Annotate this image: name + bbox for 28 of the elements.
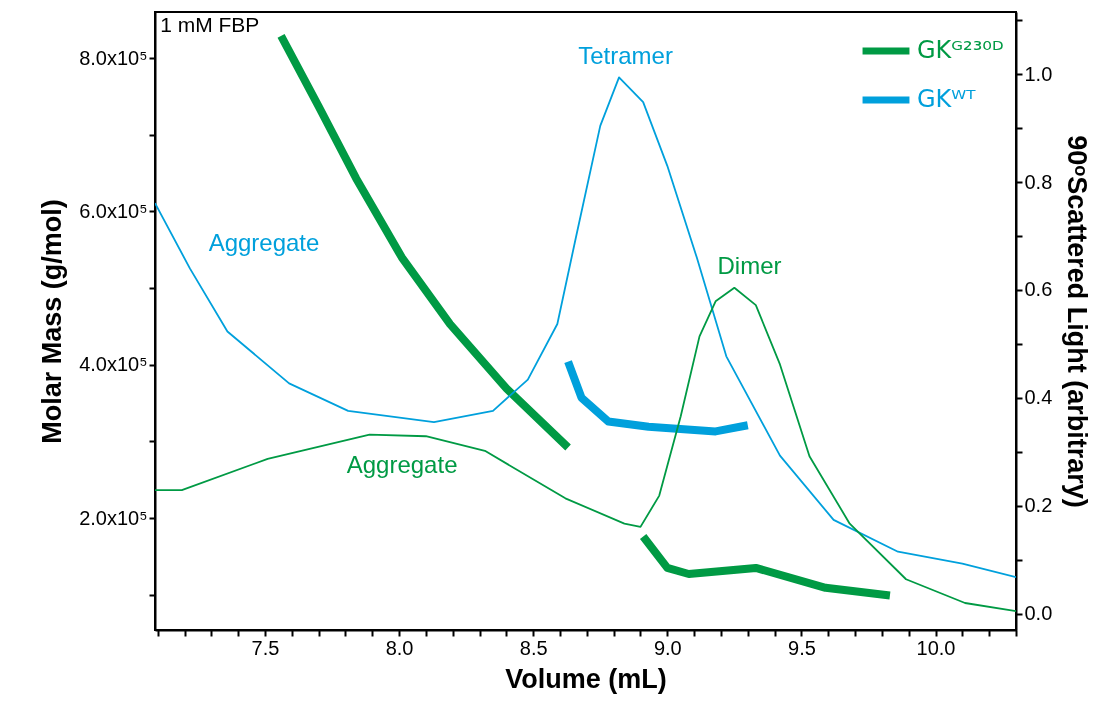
annotation: 1 mM FBP: [160, 13, 260, 37]
x-tick-label: 9.5: [788, 636, 816, 659]
y2-axis-title: 90ᵒScattered Light (arbitrary): [1062, 135, 1093, 508]
y-tick-label: 6.0x10⁵: [79, 199, 148, 222]
y2-tick-label: 0.2: [1024, 494, 1053, 517]
y2-tick-label: 1.0: [1024, 62, 1053, 85]
y-axis-title: Molar Mass (g/mol): [37, 199, 68, 444]
legend-label: GKᴳ²³⁰ᴰ: [917, 36, 1004, 64]
annotation: Aggregate: [346, 451, 458, 479]
x-tick-label: 8.5: [519, 636, 548, 659]
y-tick-label: 4.0x10⁵: [79, 353, 148, 376]
line-series: [155, 76, 1016, 579]
y2-tick-label: 0.4: [1024, 386, 1053, 409]
x-tick-label: 10.0: [916, 636, 956, 659]
y2-tick-label: 0.8: [1024, 170, 1053, 193]
annotation: Aggregate: [208, 228, 320, 256]
x-tick-label: 8.0: [385, 636, 414, 659]
x-axis-title: Volume (mL): [505, 663, 667, 694]
y-tick-label: 8.0x10⁵: [79, 46, 148, 69]
line-series: [155, 286, 1016, 613]
annotation: Dimer: [717, 251, 782, 279]
legend-label: GKᵂᵀ: [917, 85, 977, 113]
x-tick-label: 7.5: [251, 636, 280, 659]
y-tick-label: 2.0x10⁵: [79, 506, 148, 529]
y2-tick-label: 0.6: [1024, 278, 1053, 301]
annotation: Tetramer: [578, 42, 673, 70]
x-tick-label: 9.0: [653, 636, 682, 659]
y2-tick-label: 0.0: [1024, 602, 1053, 625]
